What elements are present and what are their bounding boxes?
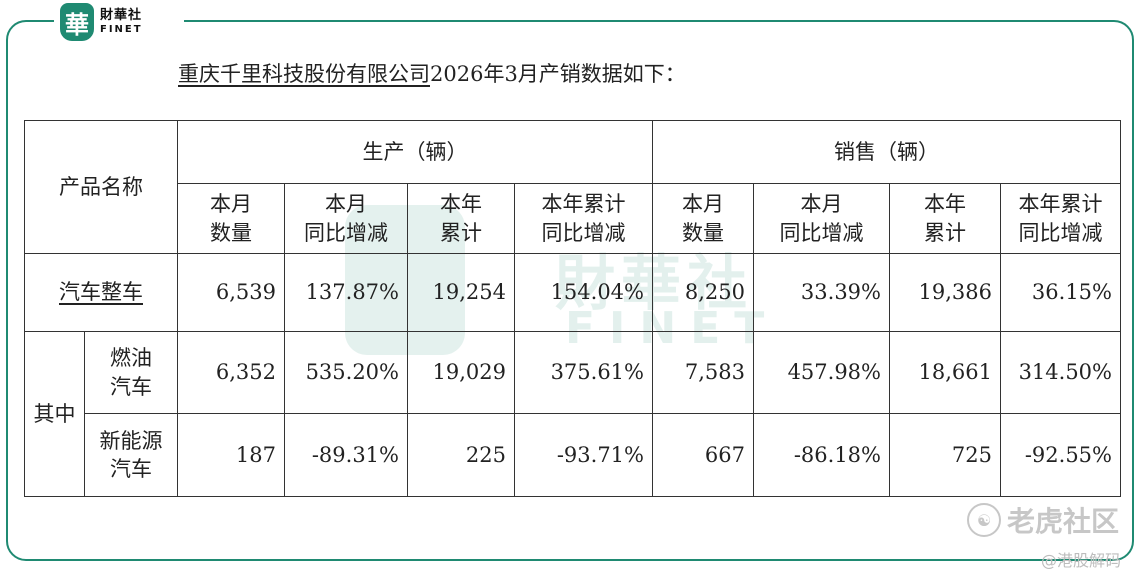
- table-cell: 6,352: [177, 331, 285, 414]
- table-cell: 36.15%: [1000, 253, 1121, 332]
- sub-header: 本月 数量: [177, 183, 285, 254]
- sub-header: 本月 数量: [652, 183, 754, 254]
- table-cell: -93.71%: [514, 413, 653, 497]
- table-cell: 19,386: [889, 253, 1001, 332]
- table-cell: 187: [177, 413, 285, 497]
- card-frame: [6, 20, 1134, 561]
- table-cell: 19,029: [407, 331, 515, 414]
- production-group-header: 生产（辆）: [177, 120, 653, 184]
- logo-seal-icon: 華: [60, 3, 94, 41]
- of-which-label: 其中: [24, 331, 85, 497]
- table-cell: 137.87%: [284, 253, 408, 332]
- product-name-header: 产品名称: [24, 120, 178, 254]
- tiger-brand-text: 老虎社区: [1006, 505, 1119, 538]
- logo-en-text: FINET: [100, 24, 143, 35]
- author-handle: @港股解码: [1040, 551, 1121, 570]
- table-cell: 154.04%: [514, 253, 653, 332]
- tiger-logo-icon: ☯: [966, 503, 1001, 537]
- sub-header: 本月 同比增减: [284, 183, 408, 254]
- row-label-vehicles: 汽车整车: [24, 253, 178, 332]
- table-cell: 8,250: [652, 253, 754, 332]
- row-label-fuel: 燃油 汽车: [84, 331, 178, 414]
- table-cell: 19,254: [407, 253, 515, 332]
- table-cell: 6,539: [177, 253, 285, 332]
- table-cell: 225: [407, 413, 515, 497]
- table-cell: 314.50%: [1000, 331, 1121, 414]
- sub-header: 本年 累计: [407, 183, 515, 254]
- sales-group-header: 销售（辆）: [652, 120, 1121, 184]
- page-heading: 重庆千里科技股份有限公司2026年3月产销数据如下：: [178, 58, 686, 88]
- table-cell: -92.55%: [1000, 413, 1121, 497]
- table-cell: 375.61%: [514, 331, 653, 414]
- table-cell: 725: [889, 413, 1001, 497]
- sub-header: 本年 累计: [889, 183, 1001, 254]
- table-row: 汽车整车 6,539 137.87% 19,254 154.04% 8,250 …: [24, 253, 1121, 332]
- table-row: 新能源 汽车 187 -89.31% 225 -93.71% 667 -86.18…: [25, 413, 1121, 497]
- table-cell: 535.20%: [284, 331, 408, 414]
- sub-header: 本年累计 同比增减: [1000, 183, 1121, 254]
- finet-logo: 華 財華社 FINET: [54, 0, 184, 44]
- table-cell: 33.39%: [753, 253, 890, 332]
- table-cell: 457.98%: [753, 331, 890, 414]
- sub-header: 本年累计 同比增减: [514, 183, 653, 254]
- production-sales-table: 产品名称 生产（辆） 销售（辆） 本月 数量 本月 同比增减 本年 累计 本年累计 同比…: [24, 120, 1121, 497]
- table-cell: -86.18%: [753, 413, 890, 497]
- table-cell: 667: [652, 413, 754, 497]
- table-cell: 18,661: [889, 331, 1001, 414]
- company-name: 重庆千里科技股份有限公司: [178, 62, 430, 86]
- table-row: 其中 燃油 汽车 6,352 535.20% 19,029 375.61% 7,5…: [24, 331, 1121, 497]
- sub-header: 本月 同比增减: [753, 183, 890, 254]
- heading-rest: 2026年3月产销数据如下：: [430, 62, 686, 86]
- table-cell: 7,583: [652, 331, 754, 414]
- row-label-nev: 新能源 汽车: [84, 413, 178, 497]
- table-cell: -89.31%: [284, 413, 408, 497]
- tiger-community-watermark: ☯ 老虎社区: [966, 500, 1119, 540]
- logo-cn-text: 財華社: [100, 8, 143, 23]
